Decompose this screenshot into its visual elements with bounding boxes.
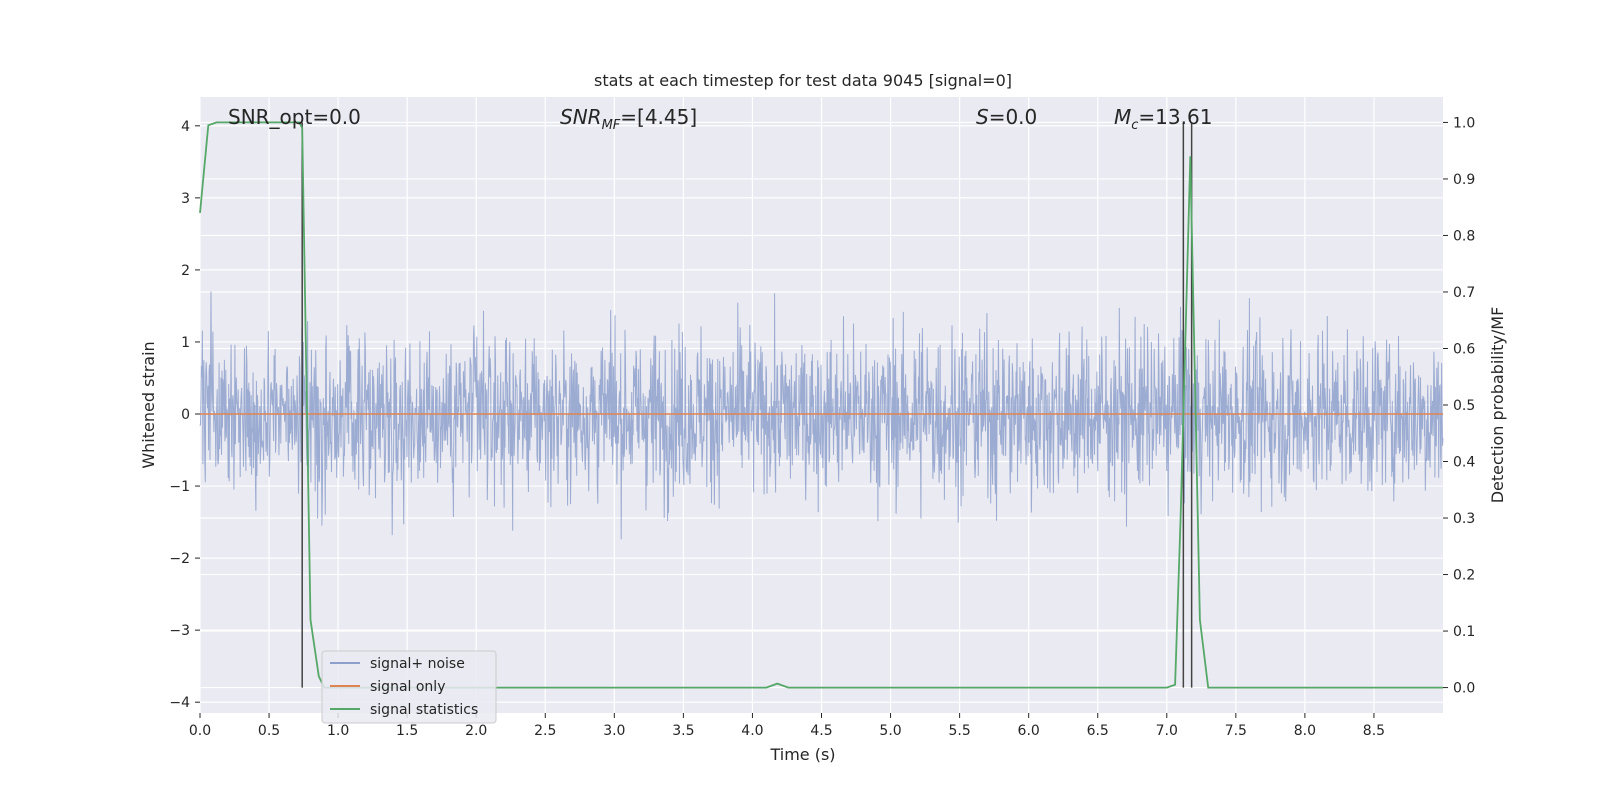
y-tick-label: 0 bbox=[181, 407, 190, 423]
signal-noise-series bbox=[199, 291, 1444, 540]
y2-tick-label: 0.9 bbox=[1453, 172, 1475, 188]
y2-tick-label: 0.7 bbox=[1453, 285, 1475, 301]
y-axis-label: Whitened strain bbox=[139, 341, 158, 468]
x-tick-label: 7.0 bbox=[1156, 723, 1178, 739]
x-tick-label: 3.5 bbox=[672, 723, 694, 739]
x-tick-label: 5.0 bbox=[879, 723, 901, 739]
x-tick-label: 6.5 bbox=[1087, 723, 1109, 739]
y-tick-label: 4 bbox=[181, 119, 190, 135]
x-axis-label: Time (s) bbox=[769, 745, 835, 764]
x-tick-label: 3.0 bbox=[603, 723, 625, 739]
y2-tick-label: 0.4 bbox=[1453, 455, 1475, 471]
x-axis-ticks: 0.0 0.5 1.0 1.5 2.0 2.5 3.0 3.5 4.0 4.5 5.0 5.5 6.0 6… bbox=[189, 713, 1385, 739]
y-tick-label: −1 bbox=[169, 479, 190, 495]
y2-tick-label: 0.0 bbox=[1453, 681, 1475, 697]
annotation-s-rest: =0.0 bbox=[989, 105, 1038, 129]
annotation-mc-main: M bbox=[1114, 105, 1131, 129]
annotation-snr-opt: SNR_opt=0.0 bbox=[228, 105, 361, 129]
y-tick-label: 3 bbox=[181, 191, 190, 207]
x-tick-label: 4.0 bbox=[741, 723, 763, 739]
y2-tick-label: 0.1 bbox=[1453, 624, 1475, 640]
legend-label-signal-noise: signal+ noise bbox=[370, 656, 465, 672]
y-tick-label: 1 bbox=[181, 335, 190, 351]
y2-tick-label: 0.8 bbox=[1453, 228, 1475, 244]
y-tick-label: −4 bbox=[169, 695, 190, 711]
annotation-s: S=0.0 bbox=[976, 105, 1037, 129]
annotation-snr-mf-sub: MF bbox=[602, 118, 621, 133]
annotation-snr-mf-main: SNR bbox=[560, 105, 602, 129]
y2-tick-label: 1.0 bbox=[1453, 115, 1475, 131]
y2-tick-label: 0.2 bbox=[1453, 568, 1475, 584]
y-axis-ticks: 4 3 2 1 0 −1 −2 −3 −4 bbox=[169, 119, 200, 711]
signal-statistics-line bbox=[199, 121, 1443, 689]
chart-title: stats at each timestep for test data 904… bbox=[594, 71, 1012, 90]
signal-noise-line bbox=[199, 291, 1444, 540]
y-tick-label: −2 bbox=[169, 551, 190, 567]
y2-axis-label: Detection probability/MF bbox=[1488, 307, 1507, 504]
y2-tick-label: 0.5 bbox=[1453, 398, 1475, 414]
x-tick-label: 5.5 bbox=[948, 723, 970, 739]
annotation-s-main: S bbox=[976, 105, 989, 129]
x-tick-label: 1.5 bbox=[396, 723, 418, 739]
x-tick-label: 2.0 bbox=[465, 723, 487, 739]
annotation-mc: Mc=13.61 bbox=[1114, 105, 1212, 133]
signal-statistics-series bbox=[199, 121, 1443, 689]
x-tick-label: 0.0 bbox=[189, 723, 211, 739]
x-tick-label: 6.0 bbox=[1018, 723, 1040, 739]
annotation-mc-sub: c bbox=[1131, 118, 1138, 133]
x-tick-label: 8.0 bbox=[1294, 723, 1316, 739]
x-tick-label: 4.5 bbox=[810, 723, 832, 739]
legend-label-signal-only: signal only bbox=[370, 679, 445, 695]
x-tick-label: 8.5 bbox=[1363, 723, 1385, 739]
x-tick-label: 7.5 bbox=[1225, 723, 1247, 739]
x-tick-label: 2.5 bbox=[534, 723, 556, 739]
x-tick-label: 1.0 bbox=[327, 723, 349, 739]
annotation-snr-mf: SNRMF=[4.45] bbox=[560, 105, 697, 133]
y-tick-label: 2 bbox=[181, 263, 190, 279]
y2-axis-ticks: 1.0 0.9 0.8 0.7 0.6 0.5 0.4 0.3 0.2 0.1 0.0 bbox=[1443, 115, 1475, 697]
legend: signal+ noise signal only signal statist… bbox=[321, 650, 497, 724]
y2-tick-label: 0.6 bbox=[1453, 341, 1475, 357]
annotation-mc-rest: =13.61 bbox=[1138, 105, 1212, 129]
annotation-snr-mf-rest: =[4.45] bbox=[620, 105, 697, 129]
legend-box bbox=[321, 650, 497, 724]
y2-tick-label: 0.3 bbox=[1453, 511, 1475, 527]
y-tick-label: −3 bbox=[169, 623, 190, 639]
legend-label-signal-statistics: signal statistics bbox=[370, 702, 478, 718]
x-tick-label: 0.5 bbox=[258, 723, 280, 739]
